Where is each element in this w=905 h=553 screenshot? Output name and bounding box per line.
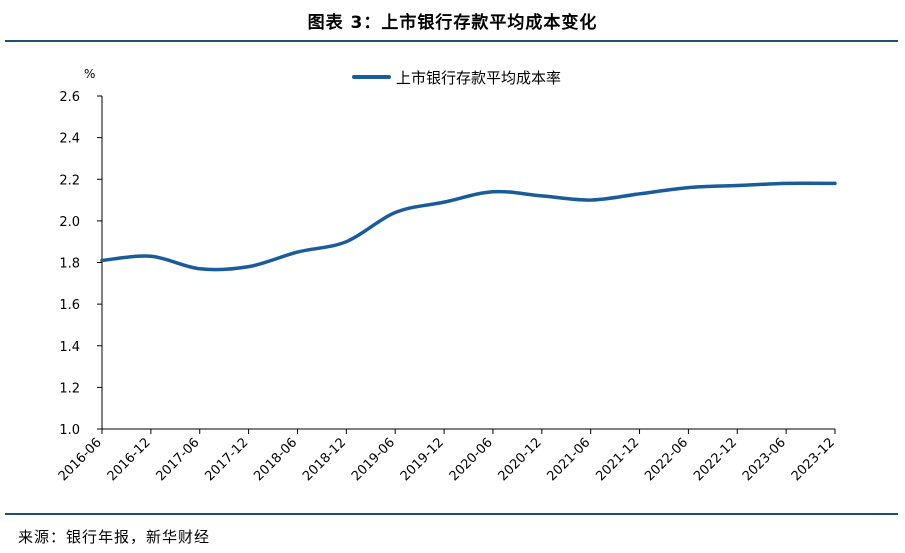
- data-point: [638, 192, 642, 196]
- source-note: 来源：银行年报，新华财经: [18, 528, 211, 546]
- data-point: [784, 182, 788, 186]
- data-point: [735, 184, 739, 188]
- bottom-divider: [5, 513, 898, 515]
- x-tick-label: 2018-06: [251, 435, 300, 484]
- data-point: [149, 254, 153, 258]
- data-point: [296, 250, 300, 254]
- x-tick-label: 2019-12: [398, 435, 447, 484]
- y-tick-label: 1.8: [59, 257, 80, 272]
- y-tick-label: 2.2: [59, 173, 80, 188]
- data-point: [540, 194, 544, 198]
- x-tick-label: 2020-12: [496, 435, 545, 484]
- x-tick-label: 2017-12: [202, 435, 251, 484]
- x-tick-label: 2023-12: [789, 435, 838, 484]
- y-tick-label: 1.4: [59, 340, 80, 355]
- y-unit-label: %: [84, 67, 95, 81]
- y-tick-label: 1.6: [59, 298, 80, 313]
- data-point: [442, 200, 446, 204]
- data-point: [393, 211, 397, 215]
- x-tick-label: 2020-06: [447, 435, 496, 484]
- data-point: [687, 186, 691, 190]
- x-tick-label: 2022-06: [642, 435, 691, 484]
- legend: 上市银行存款平均成本率: [352, 69, 561, 87]
- x-tick-label: 2016-06: [56, 435, 105, 484]
- data-point: [198, 267, 202, 271]
- y-tick-label: 2.0: [59, 215, 80, 230]
- x-tick-label: 2023-06: [740, 435, 789, 484]
- series-lines: [100, 181, 837, 272]
- x-tick-label: 2019-06: [349, 435, 398, 484]
- x-tick-label: 2022-12: [691, 435, 740, 484]
- x-tick-label: 2017-06: [154, 435, 203, 484]
- y-tick-label: 2.4: [59, 132, 80, 147]
- data-point: [589, 198, 593, 202]
- data-point: [491, 190, 495, 194]
- x-tick-label: 2016-12: [105, 435, 154, 484]
- top-divider: [5, 40, 898, 42]
- data-point: [247, 265, 251, 269]
- data-point: [345, 240, 349, 244]
- y-tick-label: 1.2: [59, 381, 80, 396]
- legend-label: 上市银行存款平均成本率: [396, 69, 561, 87]
- y-tick-label: 1.0: [59, 423, 80, 438]
- line-chart: 1.0 1.2 1.4 1.6 1.8 2.0 2.2 2.4 2.6% 2016-06 2016…: [56, 67, 838, 484]
- x-tick-label: 2021-06: [544, 435, 593, 484]
- data-point: [833, 182, 837, 186]
- y-tick-label: 2.6: [59, 90, 80, 105]
- series-line: [100, 181, 837, 272]
- x-axis: 2016-06 2016-12 2017-06 2017-12 2018-06 2018-…: [56, 428, 838, 484]
- y-axis: 1.0 1.2 1.4 1.6 1.8 2.0 2.2 2.4 2.6%: [59, 67, 103, 438]
- x-tick-label: 2018-12: [300, 435, 349, 484]
- data-point: [100, 259, 104, 263]
- x-tick-label: 2021-12: [593, 435, 642, 484]
- chart-title: 图表 3：上市银行存款平均成本变化: [307, 13, 598, 33]
